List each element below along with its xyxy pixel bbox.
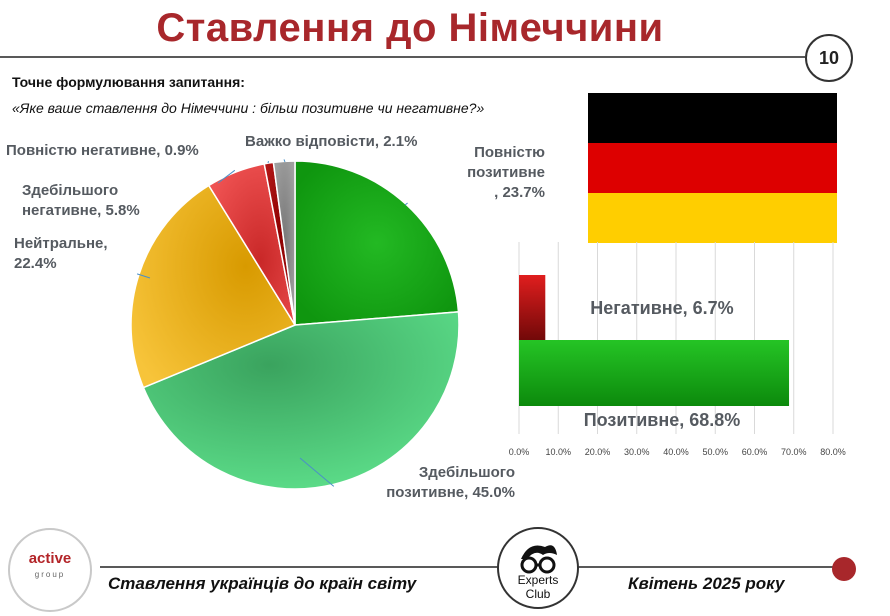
bar-negative [519,275,546,342]
bar-x-tick-label: 80.0% [820,447,846,457]
bar-chart: 0.0% 10.0% 20.0% 30.0% 40.0% 50.0% 60.0% 70.0% 8… [509,242,846,457]
experts-club-glasses-icon [520,545,557,574]
bar-x-tick-label: 70.0% [781,447,807,457]
bar-x-tick-label: 50.0% [702,447,728,457]
question-label: Точне формулювання запитання: [12,74,245,90]
pie-leader-line [299,457,335,487]
page-number: 10 [805,34,853,82]
pie-slice-label: Здебільшого позитивне, 45.0% [386,464,515,501]
footer-date: Квітень 2025 року [628,574,785,593]
pie-slice-label: Повністю позитивне, 23.7% [467,144,545,201]
experts-club-logo [497,527,579,609]
pie-slice [272,160,296,326]
pie-leader-line [404,202,408,206]
experts-club-line1: Experts [517,573,559,587]
bar-x-tick-label: 30.0% [624,447,650,457]
flag-stripe-black [588,93,837,143]
footer-report-title: Ставлення українців до країн світу [108,574,417,593]
bar-x-tick-label: 0.0% [509,447,530,457]
flag-stripe-gold [588,193,837,243]
active-group-logo [8,528,92,612]
pie-slice-label: Повністю негативне, 0.9% [6,142,199,159]
bar-data-label: Позитивне, 68.8% [584,410,741,430]
experts-club-line2: Club [525,587,551,601]
pie-slice [142,311,460,490]
bar-data-label: Негативне, 6.7% [590,298,733,318]
decorative-red-dot [832,557,856,581]
pie-slice-label: Здебільшого негативне, 5.8% [22,182,140,219]
pie-slice-label: Нейтральне, 22.4% [14,235,108,272]
active-group-logo-word: active [28,550,72,567]
pie-leader-line [217,169,236,184]
active-group-logo-sub: group [34,570,66,579]
title-divider [0,56,805,58]
experts-club-logo-word: Experts Club [497,573,579,601]
flag-stripe-red [588,143,837,193]
bar-x-tick-label: 60.0% [742,447,768,457]
bar-x-tick-label: 20.0% [585,447,611,457]
pie-leader-line [283,159,286,163]
question-text: «Яке ваше ставлення до Німеччини : більш… [12,100,485,116]
footer-divider [100,566,840,568]
bar-positive [519,340,790,406]
pie-slice [294,160,460,326]
pie-leader-line [136,273,151,279]
pie-leader-line [267,160,269,164]
pie-slice-label: Важко відповісти, 2.1% [245,133,418,150]
bar-x-tick-label: 10.0% [545,447,571,457]
bar-x-tick-label: 40.0% [663,447,689,457]
page-title: Ставлення до Німеччини [156,6,664,50]
